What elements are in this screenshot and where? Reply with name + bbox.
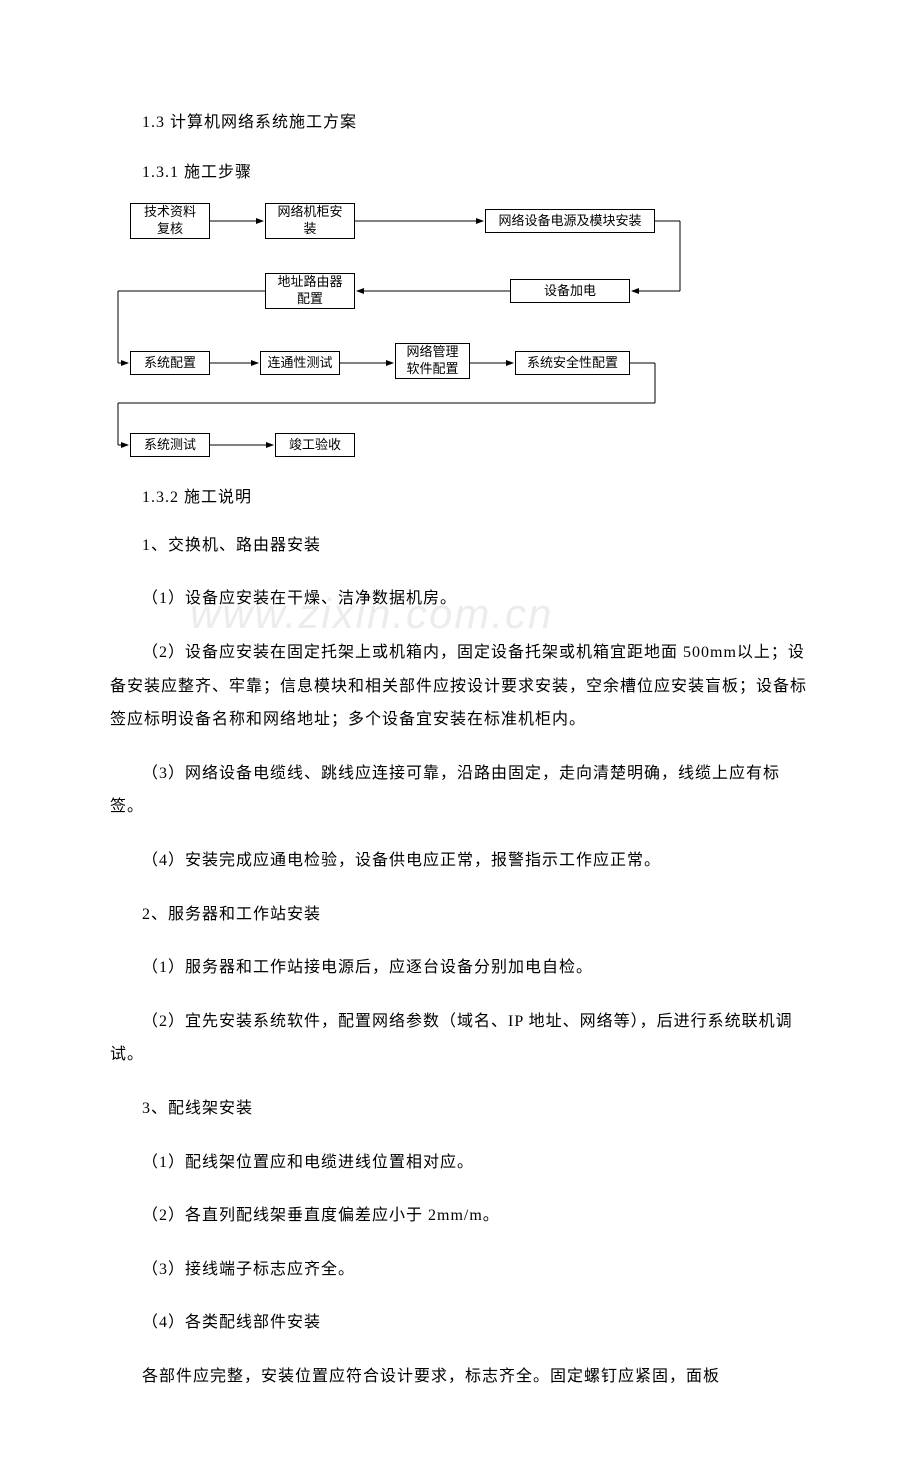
flow-node-review: 技术资料复核	[130, 203, 210, 239]
flow-node-sys-test: 系统测试	[130, 433, 210, 457]
section-3-p5: 各部件应完整，安装位置应符合设计要求，标志齐全。固定螺钉应紧固，面板	[110, 1360, 810, 1394]
section-1-p1: （1）设备应安装在干燥、洁净数据机房。	[110, 582, 810, 616]
flow-node-power-on: 设备加电	[510, 279, 630, 303]
section-3-title: 3、配线架安装	[110, 1092, 810, 1126]
section-3-p3: （3）接线端子标志应齐全。	[110, 1253, 810, 1287]
section-heading-1-3-1: 1.3.1 施工步骤	[110, 160, 810, 186]
section-3-p1: （1）配线架位置应和电缆进线位置相对应。	[110, 1146, 810, 1180]
section-2-p1: （1）服务器和工作站接电源后，应逐台设备分别加电自检。	[110, 951, 810, 985]
section-1-p2: （2）设备应安装在固定托架上或机箱内，固定设备托架或机箱宜距地面 500mm以上…	[110, 636, 810, 737]
section-2-p2: （2）宜先安装系统软件，配置网络参数（域名、IP 地址、网络等），后进行系统联机…	[110, 1005, 810, 1072]
section-1-title: 1、交换机、路由器安装	[110, 529, 810, 563]
flow-node-power-module: 网络设备电源及模块安装	[485, 209, 655, 233]
section-3-p2: （2）各直列配线架垂直度偏差应小于 2mm/m。	[110, 1199, 810, 1233]
flow-node-sys-config: 系统配置	[130, 351, 210, 375]
flow-node-acceptance: 竣工验收	[275, 433, 355, 457]
flow-node-connectivity-test: 连通性测试	[260, 351, 340, 375]
section-3-p4: （4）各类配线部件安装	[110, 1306, 810, 1340]
construction-steps-flowchart: 技术资料复核 网络机柜安装 网络设备电源及模块安装 地址路由器配置 设备加电 系…	[110, 203, 810, 473]
flow-node-cabinet: 网络机柜安装	[265, 203, 355, 239]
section-1-p4: （4）安装完成应通电检验，设备供电应正常，报警指示工作应正常。	[110, 844, 810, 878]
section-heading-1-3: 1.3 计算机网络系统施工方案	[110, 110, 810, 136]
section-2-title: 2、服务器和工作站安装	[110, 898, 810, 932]
section-heading-1-3-2: 1.3.2 施工说明	[110, 485, 810, 511]
flowchart-arrows	[110, 203, 810, 473]
section-1-p3: （3）网络设备电缆线、跳线应连接可靠，沿路由固定，走向清楚明确，线缆上应有标签。	[110, 757, 810, 824]
flow-node-security-config: 系统安全性配置	[515, 351, 630, 375]
flow-node-nms-config: 网络管理软件配置	[395, 343, 470, 379]
flow-node-router-config: 地址路由器配置	[265, 273, 355, 309]
